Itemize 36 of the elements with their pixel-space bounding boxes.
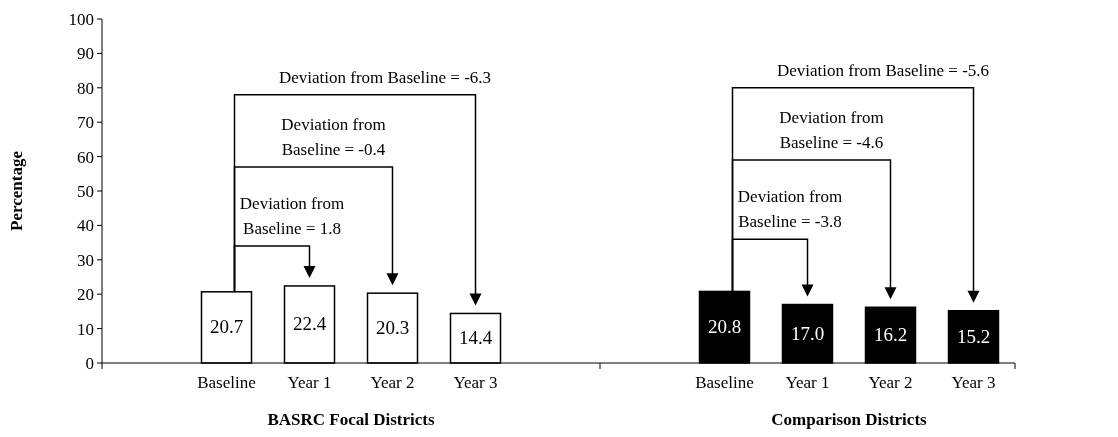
- x-tick-label: Year 2: [868, 373, 913, 392]
- y-tick-label: 50: [77, 181, 94, 201]
- annotation: Deviation from Baseline = -5.6: [776, 60, 990, 80]
- x-tick-label: Year 2: [370, 373, 415, 392]
- x-tick-label: Year 3: [951, 373, 996, 392]
- y-tick-label: 100: [68, 9, 94, 29]
- data-label: 20.3: [375, 317, 410, 339]
- data-label: 20.8: [707, 316, 742, 338]
- annotation: Deviation from Baseline = -0.4: [281, 114, 386, 159]
- y-tick-label: 70: [77, 113, 94, 133]
- y-tick-label: 40: [77, 216, 94, 236]
- y-tick-label: 90: [77, 44, 94, 64]
- x-tick-label: Baseline: [695, 373, 754, 392]
- annotation: Deviation from Baseline = 1.8: [239, 194, 345, 239]
- x-tick-label: Year 1: [287, 373, 332, 392]
- y-tick-label: 60: [77, 147, 94, 167]
- data-label: 16.2: [873, 324, 908, 346]
- annotation: Deviation from Baseline = -3.8: [737, 187, 843, 232]
- data-label: 20.7: [209, 316, 244, 338]
- data-label: 22.4: [292, 313, 327, 335]
- x-tick-label: Baseline: [197, 373, 256, 392]
- annotation: Deviation from Baseline = -6.3: [278, 67, 492, 87]
- data-label: 14.4: [458, 327, 493, 349]
- y-tick-label: 30: [77, 250, 94, 270]
- data-label: 15.2: [956, 325, 991, 347]
- y-axis-title: Percentage: [7, 150, 26, 231]
- y-tick-label: 20: [77, 285, 94, 305]
- text: Comparison Districts: [771, 410, 928, 429]
- y-tick-label: 0: [85, 353, 94, 373]
- y-tick-label: 80: [77, 78, 94, 98]
- data-label: 17.0: [790, 322, 825, 344]
- y-tick-label: 10: [77, 319, 94, 339]
- x-tick-label: Year 1: [785, 373, 830, 392]
- text: BASRC Focal Districts: [267, 410, 435, 429]
- x-tick-label: Year 3: [453, 373, 498, 392]
- annotation: Deviation from Baseline = -4.6: [779, 108, 884, 153]
